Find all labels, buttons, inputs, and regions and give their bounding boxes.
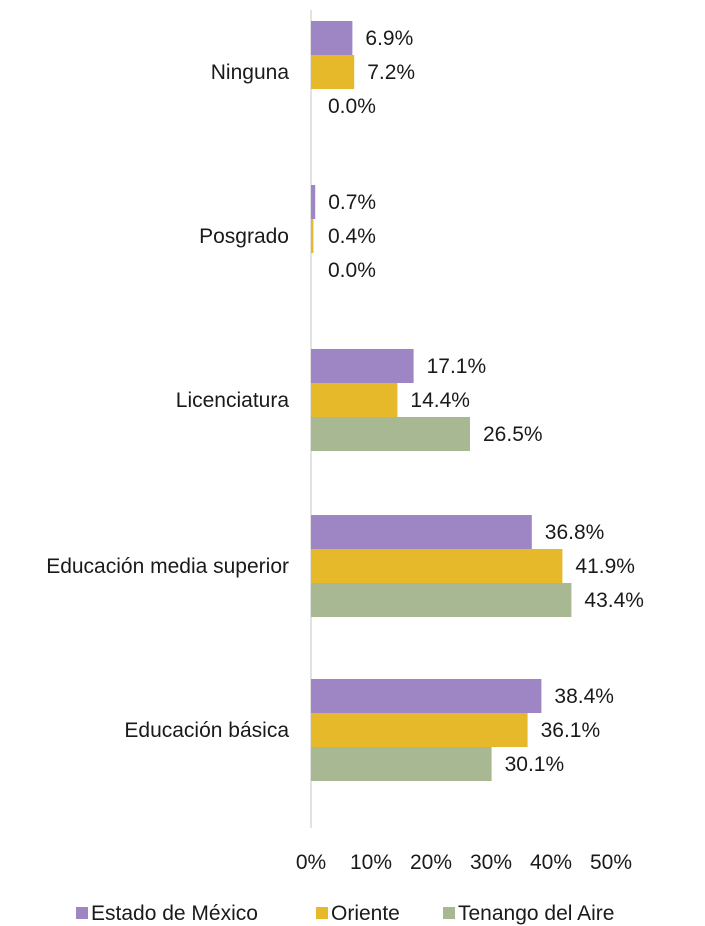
value-label-tenango-del-aire-licenciatura: 26.5% [483,423,543,446]
bar-estado-de-mexico-licenciatura [311,349,414,383]
bar-estado-de-mexico-posgrado [311,185,316,219]
value-label-tenango-del-aire-posgrado: 0.0% [328,259,376,282]
bar-oriente-educacion-media-superior [311,549,563,583]
value-label-oriente-licenciatura: 14.4% [410,389,470,412]
x-tick-label-0: 0% [296,851,326,874]
legend-swatch-oriente [316,907,328,919]
x-tick-label-1: 10% [350,851,392,874]
category-label-educacion-basica: Educación básica [124,719,289,742]
category-label-educacion-media-superior: Educación media superior [46,555,289,578]
x-tick-label-3: 30% [470,851,512,874]
legend-swatch-estado-de-mexico [76,907,88,919]
bar-estado-de-mexico-educacion-media-superior [311,515,532,549]
bar-oriente-ninguna [311,55,355,89]
legend-label-tenango-del-aire: Tenango del Aire [458,902,614,925]
value-label-tenango-del-aire-educacion-media-superior: 43.4% [584,589,644,612]
value-label-oriente-educacion-basica: 36.1% [541,719,601,742]
value-label-oriente-educacion-media-superior: 41.9% [575,555,635,578]
value-label-tenango-del-aire-ninguna: 0.0% [328,95,376,118]
bar-estado-de-mexico-ninguna [311,21,353,55]
bar-estado-de-mexico-educacion-basica [311,679,542,713]
legend-swatch-tenango-del-aire [443,907,455,919]
value-label-tenango-del-aire-educacion-basica: 30.1% [505,753,565,776]
category-label-licenciatura: Licenciatura [176,389,290,412]
value-label-estado-de-mexico-posgrado: 0.7% [328,191,376,214]
bar-oriente-educacion-basica [311,713,528,747]
category-label-ninguna: Ninguna [211,61,290,84]
bar-oriente-licenciatura [311,383,398,417]
value-label-estado-de-mexico-ninguna: 6.9% [365,27,413,50]
value-label-estado-de-mexico-educacion-basica: 38.4% [554,685,614,708]
legend-label-estado-de-mexico: Estado de México [91,902,258,925]
x-tick-label-5: 50% [590,851,632,874]
bar-tenango-del-aire-educacion-basica [311,747,492,781]
value-label-oriente-ninguna: 7.2% [367,61,415,84]
bar-oriente-posgrado [311,219,314,253]
bar-tenango-del-aire-educacion-media-superior [311,583,572,617]
bar-tenango-del-aire-licenciatura [311,417,470,451]
value-label-estado-de-mexico-licenciatura: 17.1% [427,355,487,378]
value-label-estado-de-mexico-educacion-media-superior: 36.8% [545,521,605,544]
legend-label-oriente: Oriente [331,902,400,925]
x-tick-label-4: 40% [530,851,572,874]
category-label-posgrado: Posgrado [199,225,289,248]
x-tick-label-2: 20% [410,851,452,874]
value-label-oriente-posgrado: 0.4% [328,225,376,248]
